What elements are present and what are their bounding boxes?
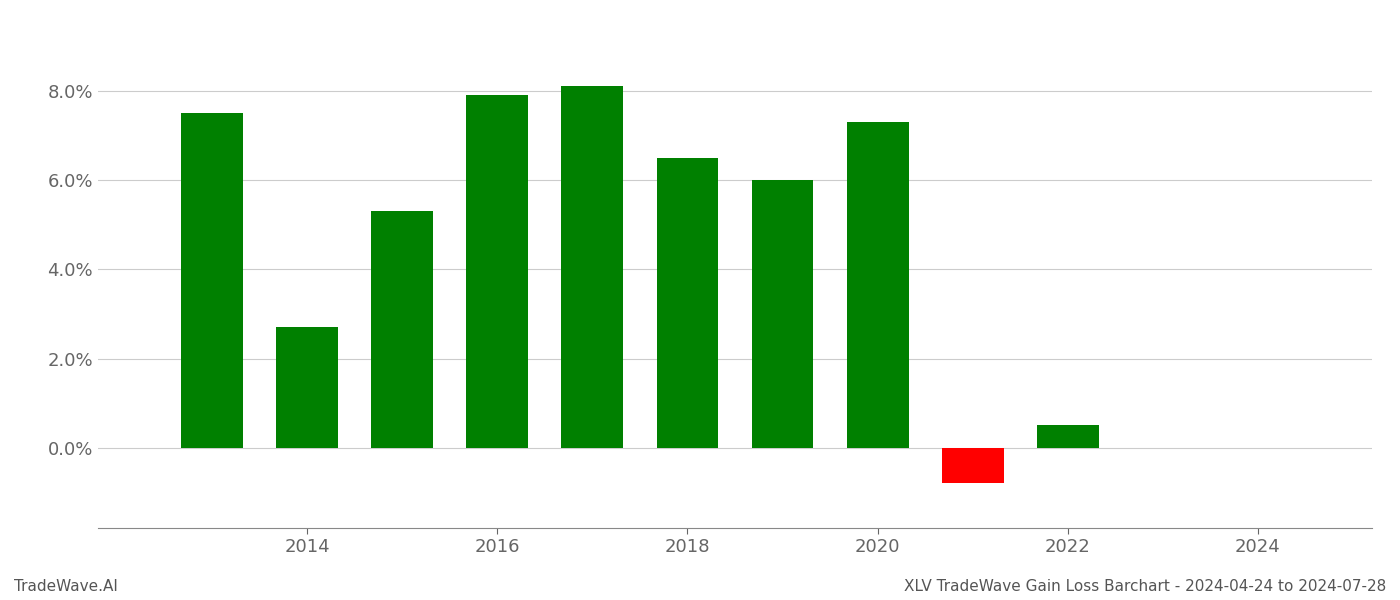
- Text: XLV TradeWave Gain Loss Barchart - 2024-04-24 to 2024-07-28: XLV TradeWave Gain Loss Barchart - 2024-…: [904, 579, 1386, 594]
- Bar: [276, 327, 337, 448]
- Bar: [561, 86, 623, 448]
- Bar: [942, 448, 1004, 484]
- Bar: [657, 158, 718, 448]
- Bar: [371, 211, 433, 448]
- Bar: [752, 180, 813, 448]
- Bar: [466, 95, 528, 448]
- Bar: [847, 122, 909, 448]
- Bar: [1037, 425, 1099, 448]
- Bar: [181, 113, 244, 448]
- Text: TradeWave.AI: TradeWave.AI: [14, 579, 118, 594]
